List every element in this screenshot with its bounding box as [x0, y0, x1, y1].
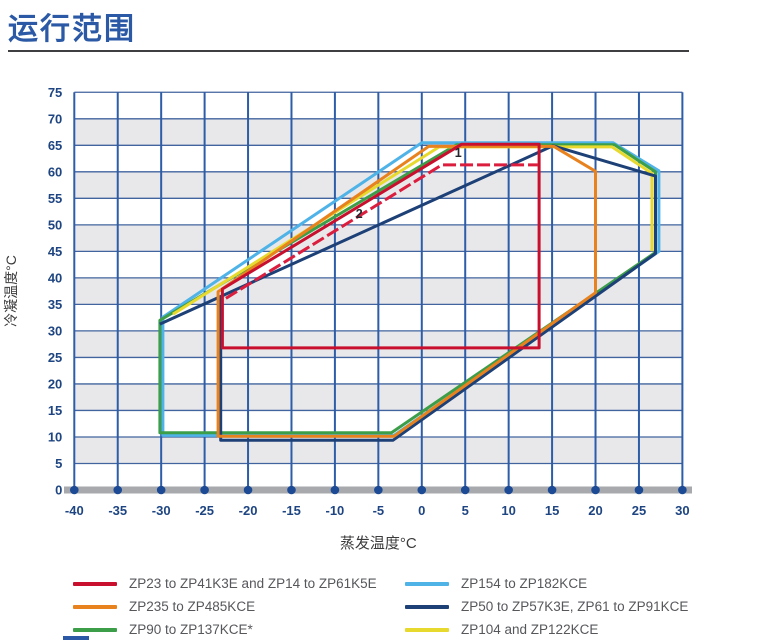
y-tick-label: 30 — [48, 323, 62, 338]
x-tick-label: -5 — [373, 503, 385, 518]
series-line — [172, 145, 654, 316]
x-tick-label: 5 — [462, 503, 469, 518]
x-axis-dot — [243, 485, 253, 495]
x-axis-dot — [547, 485, 557, 495]
series-line — [161, 141, 661, 437]
x-axis-dot — [504, 485, 513, 495]
x-tick-label: -20 — [239, 503, 258, 518]
y-tick-label: 70 — [48, 111, 62, 126]
legend-item: ZP90 to ZP137KCE* — [73, 618, 405, 640]
legend-swatch — [73, 604, 117, 609]
x-tick-label: -15 — [282, 503, 301, 518]
y-tick-label: 20 — [48, 376, 62, 391]
legend: ZP23 to ZP41K3E and ZP14 to ZP61K5E ZP235… — [73, 572, 688, 640]
legend-item: ZP104 and ZP122KCE — [405, 618, 688, 640]
x-axis-dot — [591, 485, 600, 495]
x-tick-label: 0 — [418, 503, 425, 518]
legend-label: ZP90 to ZP137KCE* — [129, 622, 253, 637]
x-axis-dot — [330, 485, 340, 495]
y-tick-label: 15 — [48, 403, 62, 418]
legend-label: ZP23 to ZP41K3E and ZP14 to ZP61K5E — [129, 576, 377, 591]
legend-label: ZP104 and ZP122KCE — [461, 622, 599, 637]
series-lines — [158, 141, 661, 442]
x-axis-dot — [287, 485, 296, 495]
y-tick-label: 65 — [48, 138, 62, 153]
x-axis-title: 蒸发温度°C — [340, 535, 417, 552]
series-line — [220, 142, 541, 350]
tick-labels: -40 -35 -30 -25 -20 -15 -10 -5 0 5 10 15 20 25 30 0 5 10 1… — [48, 85, 690, 518]
x-axis-dot — [417, 485, 427, 495]
x-axis-dot — [156, 485, 166, 495]
x-tick-label: -30 — [152, 503, 171, 518]
y-axis-title: 冷凝温度°C — [3, 255, 19, 327]
legend-column: ZP154 to ZP182KCE ZP50 to ZP57K3E, ZP61 t… — [405, 572, 688, 640]
y-tick-label: 60 — [48, 164, 62, 179]
y-tick-label: 25 — [48, 350, 62, 365]
y-tick-label: 5 — [55, 456, 62, 471]
x-axis-dot — [70, 485, 79, 495]
series-line — [216, 144, 597, 438]
title-underline — [8, 50, 689, 52]
x-tick-label: -40 — [65, 503, 84, 518]
x-tick-label: 20 — [588, 503, 602, 518]
x-tick-label: 30 — [675, 503, 689, 518]
y-tick-label: 10 — [48, 429, 62, 444]
legend-item: ZP154 to ZP182KCE — [405, 572, 688, 595]
axis-titles: 蒸发温度°C 冷凝温度°C — [3, 255, 417, 552]
series-dashed-line — [225, 163, 538, 300]
x-tick-label: 15 — [545, 503, 559, 518]
y-tick-label: 45 — [48, 244, 62, 259]
y-tick-label: 0 — [55, 483, 62, 498]
y-tick-label: 50 — [48, 217, 62, 232]
legend-label: ZP235 to ZP485KCE — [129, 599, 256, 614]
x-tick-label: -25 — [195, 503, 214, 518]
x-tick-label: 25 — [632, 503, 646, 518]
x-axis-dot — [460, 485, 470, 495]
legend-swatch — [405, 581, 449, 586]
x-axis-dot — [374, 485, 383, 495]
legend-item: ZP23 to ZP41K3E and ZP14 to ZP61K5E — [73, 572, 405, 595]
annotation-labels: 12 — [356, 146, 462, 221]
x-axis-dot — [678, 485, 687, 495]
legend-label: ZP50 to ZP57K3E, ZP61 to ZP91KCE — [461, 599, 689, 614]
legend-swatch — [73, 627, 117, 632]
page-title: 运行范围 — [8, 13, 136, 46]
x-tick-label: 10 — [501, 503, 515, 518]
legend-swatch — [405, 627, 449, 632]
legend-swatch — [405, 604, 449, 609]
y-tick-label: 55 — [48, 191, 62, 206]
x-axis-dot — [113, 485, 123, 495]
x-axis-dot — [200, 485, 209, 495]
x-axis-bar — [64, 485, 692, 495]
x-tick-label: -10 — [326, 503, 345, 518]
legend-column: ZP23 to ZP41K3E and ZP14 to ZP61K5E ZP235… — [73, 572, 405, 640]
curve-label-1: 1 — [455, 146, 462, 160]
legend-label: ZP154 to ZP182KCE — [461, 576, 588, 591]
legend-swatch — [73, 581, 117, 586]
x-tick-label: -35 — [108, 503, 127, 518]
legend-item: ZP235 to ZP485KCE — [73, 595, 405, 618]
y-tick-label: 75 — [48, 85, 62, 100]
x-axis-dot — [634, 485, 644, 495]
legend-item: ZP50 to ZP57K3E, ZP61 to ZP91KCE — [405, 595, 688, 618]
curve-label-2: 2 — [356, 207, 363, 221]
y-tick-label: 35 — [48, 297, 62, 312]
chart-svg: -40 -35 -30 -25 -20 -15 -10 -5 0 5 10 15 20 25 30 0 5 10 1… — [3, 85, 692, 552]
footer-bar — [63, 636, 89, 640]
y-tick-label: 40 — [48, 270, 62, 285]
